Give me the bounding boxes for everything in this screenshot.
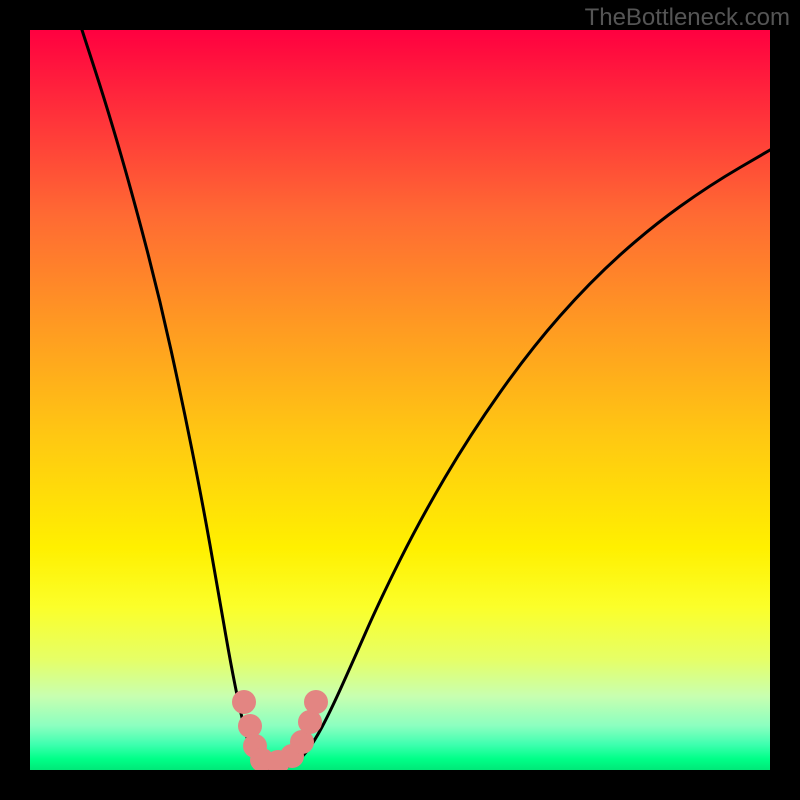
curve-right-branch — [270, 150, 770, 770]
plot-area — [30, 30, 770, 770]
data-marker — [304, 690, 328, 714]
curve-left-branch — [82, 30, 270, 770]
data-marker — [232, 690, 256, 714]
watermark-text: TheBottleneck.com — [585, 4, 790, 32]
bottleneck-curve — [30, 30, 770, 770]
